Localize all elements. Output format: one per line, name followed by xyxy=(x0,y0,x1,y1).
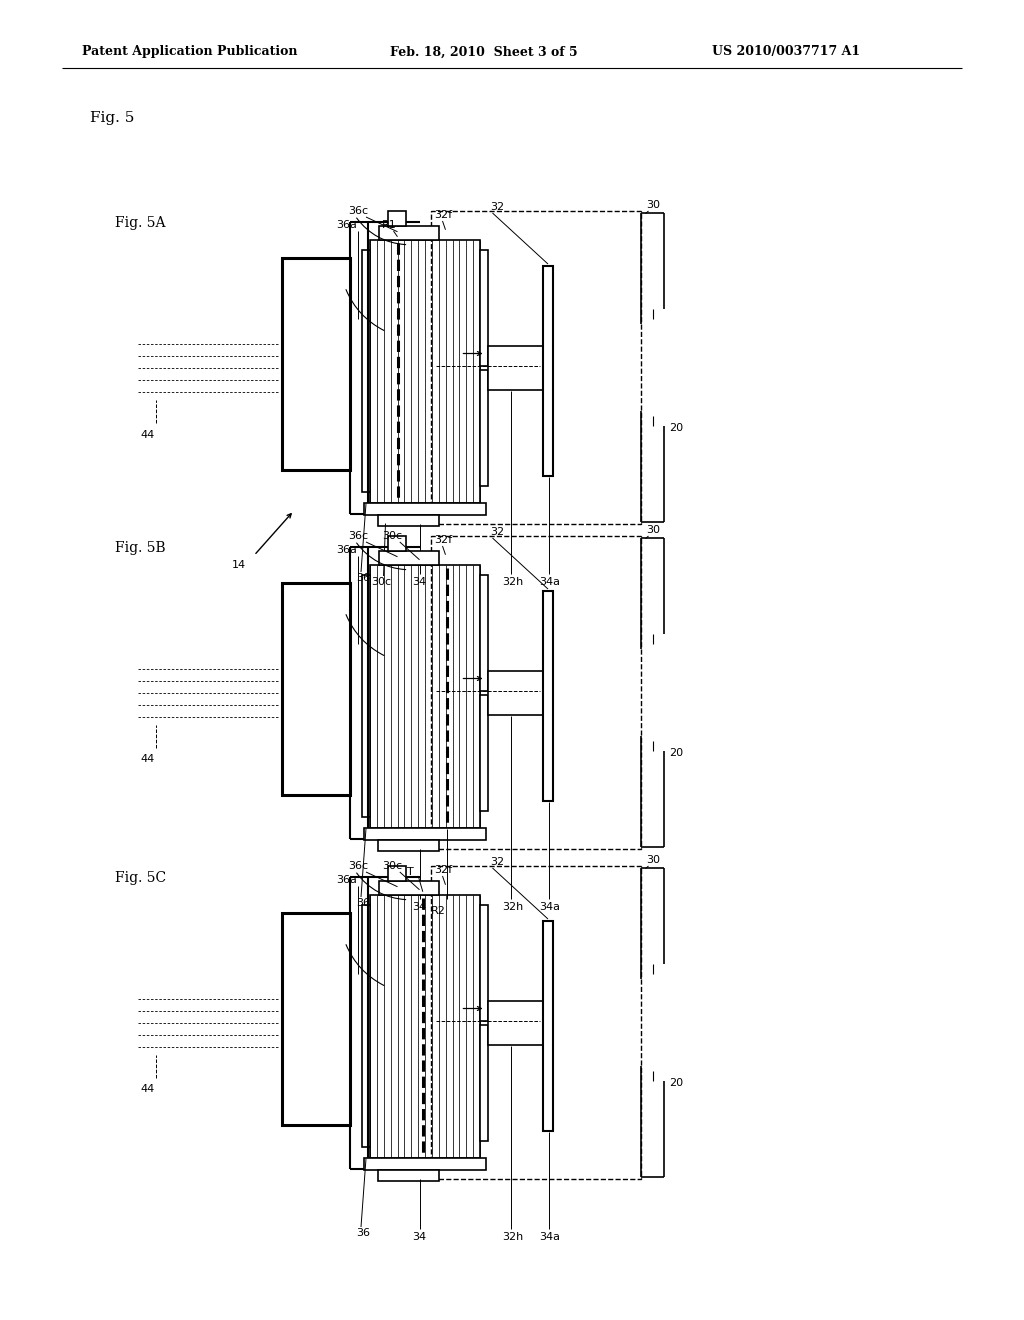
Text: 32: 32 xyxy=(490,857,505,867)
Bar xyxy=(364,503,486,515)
Text: 30c: 30c xyxy=(382,531,402,541)
Bar xyxy=(379,880,439,895)
Bar xyxy=(480,906,488,1020)
Text: 34: 34 xyxy=(413,577,426,587)
Bar xyxy=(379,550,439,565)
Text: 20: 20 xyxy=(670,1077,684,1088)
Text: 20: 20 xyxy=(670,747,684,758)
Bar xyxy=(282,583,350,795)
Text: 36a: 36a xyxy=(336,220,357,230)
Text: 34: 34 xyxy=(413,1232,426,1242)
Text: Fig. 5C: Fig. 5C xyxy=(115,871,166,884)
Bar xyxy=(378,1170,438,1180)
Text: 20: 20 xyxy=(670,422,684,433)
Bar xyxy=(362,906,370,1147)
Text: 34a: 34a xyxy=(539,902,560,912)
Text: 44: 44 xyxy=(140,755,155,764)
Bar xyxy=(282,257,350,470)
Text: 44: 44 xyxy=(140,1085,155,1094)
Text: Fig. 5A: Fig. 5A xyxy=(115,216,166,230)
Bar xyxy=(543,591,553,801)
Text: 30c: 30c xyxy=(372,577,391,587)
Text: R1: R1 xyxy=(382,220,396,230)
Text: 36c: 36c xyxy=(348,861,368,871)
Bar xyxy=(379,226,439,240)
Bar xyxy=(480,370,488,486)
Text: 32: 32 xyxy=(490,527,505,537)
Text: 36c: 36c xyxy=(348,206,368,216)
Text: Patent Application Publication: Patent Application Publication xyxy=(82,45,298,58)
Text: Fig. 5: Fig. 5 xyxy=(90,111,134,125)
Bar xyxy=(488,671,543,714)
Text: 32h: 32h xyxy=(503,902,523,912)
Text: US 2010/0037717 A1: US 2010/0037717 A1 xyxy=(712,45,860,58)
Bar xyxy=(364,1158,486,1170)
Bar xyxy=(378,840,438,850)
Text: 14: 14 xyxy=(232,561,246,570)
Bar xyxy=(543,921,553,1131)
Text: 32h: 32h xyxy=(503,577,523,587)
Text: 32f: 32f xyxy=(434,535,453,545)
Bar xyxy=(370,565,480,828)
Bar xyxy=(480,251,488,366)
Bar xyxy=(364,828,486,840)
Text: T: T xyxy=(407,867,414,876)
Text: 32f: 32f xyxy=(434,865,453,875)
Text: 32f: 32f xyxy=(434,210,453,220)
Text: 36: 36 xyxy=(356,1228,370,1238)
Bar xyxy=(362,251,370,492)
Text: 32h: 32h xyxy=(503,1232,523,1242)
Text: 36a: 36a xyxy=(336,875,357,884)
Bar xyxy=(480,576,488,690)
Text: 30: 30 xyxy=(646,525,660,535)
Bar xyxy=(378,515,438,525)
Bar xyxy=(282,913,350,1125)
Bar xyxy=(480,694,488,810)
Text: Fig. 5B: Fig. 5B xyxy=(115,541,166,554)
Bar xyxy=(370,895,480,1158)
Bar xyxy=(430,536,640,850)
Text: 36a: 36a xyxy=(336,545,357,554)
Bar xyxy=(488,346,543,389)
Text: 30c: 30c xyxy=(382,861,402,871)
Text: 36c: 36c xyxy=(348,531,368,541)
Text: 34: 34 xyxy=(413,902,426,912)
Text: 30: 30 xyxy=(646,201,660,210)
Bar xyxy=(388,866,406,880)
Bar xyxy=(370,240,480,503)
Text: 44: 44 xyxy=(140,429,155,440)
Bar xyxy=(388,211,406,226)
Bar xyxy=(388,536,406,550)
Bar xyxy=(488,1001,543,1044)
Text: 36: 36 xyxy=(356,898,370,908)
Text: 34a: 34a xyxy=(539,1232,560,1242)
Text: Feb. 18, 2010  Sheet 3 of 5: Feb. 18, 2010 Sheet 3 of 5 xyxy=(390,45,578,58)
Bar xyxy=(543,267,553,477)
Text: R2: R2 xyxy=(431,906,445,916)
Bar xyxy=(430,866,640,1180)
Text: 36: 36 xyxy=(356,573,370,583)
Bar xyxy=(430,211,640,524)
Text: 34a: 34a xyxy=(539,577,560,587)
Bar xyxy=(362,576,370,817)
Bar xyxy=(480,1024,488,1140)
Text: 32: 32 xyxy=(490,202,505,213)
Text: 30: 30 xyxy=(646,855,660,865)
